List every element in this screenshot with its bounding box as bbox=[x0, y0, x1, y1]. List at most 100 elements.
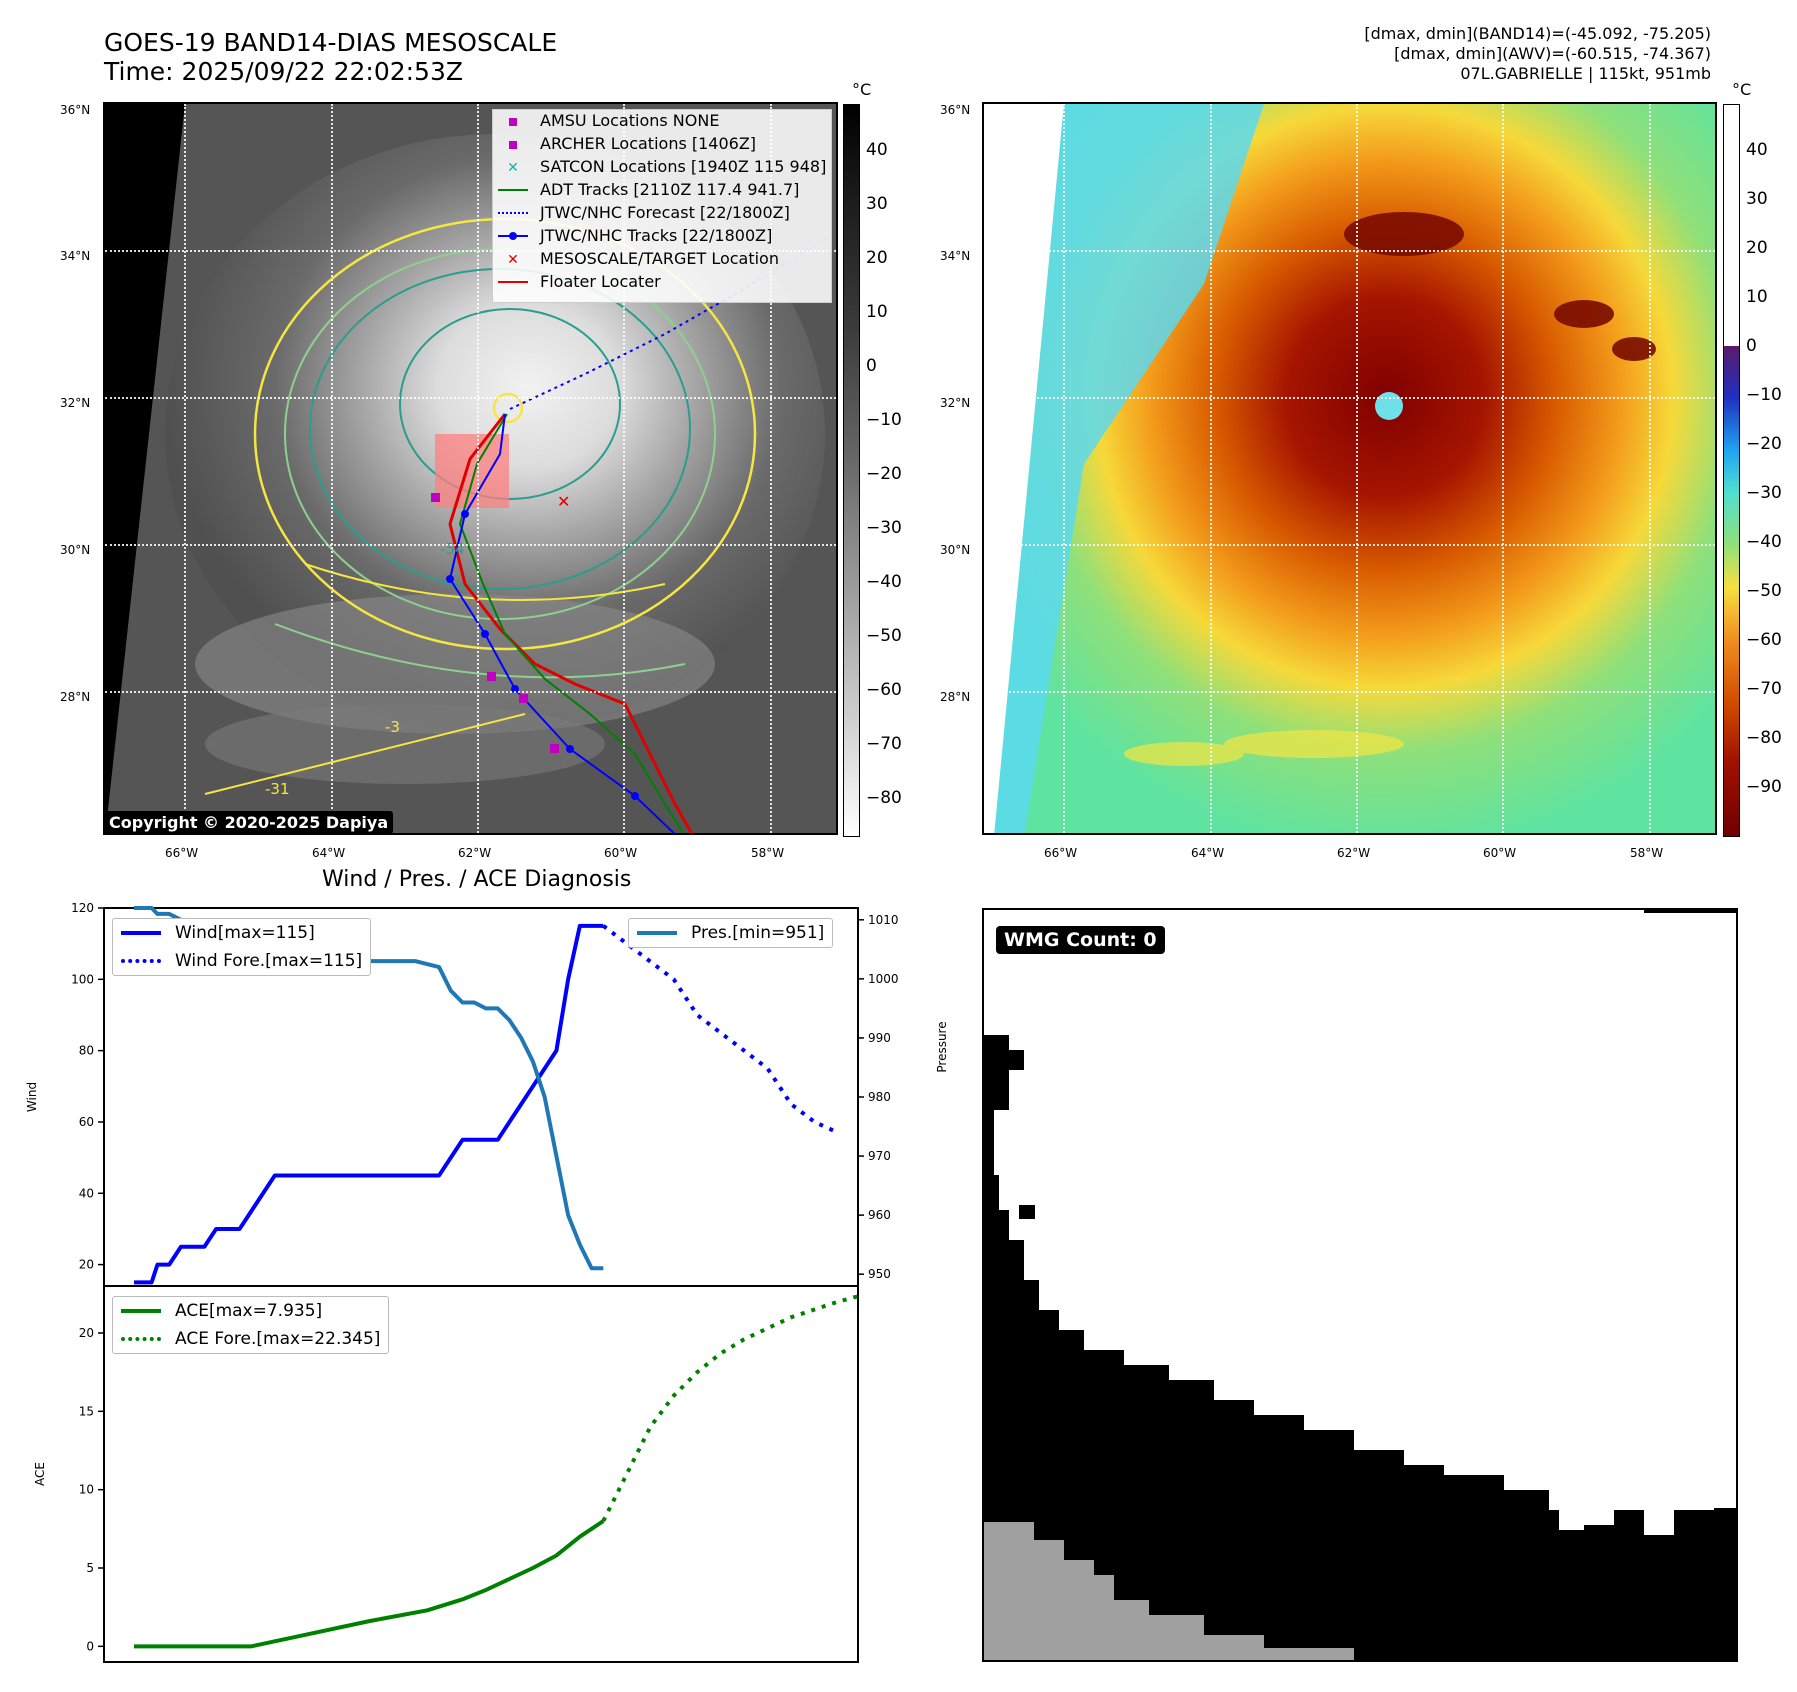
colorbar-tick: 30 bbox=[1746, 189, 1768, 209]
pres-tick-label: 970 bbox=[868, 1149, 891, 1163]
map-legend-label: ARCHER Locations [1406Z] bbox=[540, 133, 757, 153]
map-legend-item: Floater Locater bbox=[498, 271, 661, 291]
wind-axis-label: Wind bbox=[25, 1082, 39, 1112]
colorbar-tick: 20 bbox=[866, 248, 888, 268]
wind-legend: Wind[max=115] Wind Fore.[max=115] bbox=[112, 918, 372, 976]
contour-label: -31 bbox=[265, 780, 290, 798]
legend-pres: Pres.[min=951] bbox=[691, 923, 825, 943]
lat-label: 30°N bbox=[60, 543, 91, 557]
lon-label: 60°W bbox=[1483, 846, 1517, 860]
colorbar-tick: 20 bbox=[1746, 238, 1768, 258]
ace-tick-label: 0 bbox=[86, 1639, 94, 1653]
legend-ace-fore: ACE Fore.[max=22.345] bbox=[175, 1329, 381, 1349]
ir-colorbar bbox=[843, 104, 860, 837]
legend-wind: Wind[max=115] bbox=[175, 923, 315, 943]
svg-text:✕: ✕ bbox=[557, 492, 570, 511]
lon-label: 58°W bbox=[751, 846, 785, 860]
diagnosis-chart[interactable]: 1201008060402010101000990980970960950201… bbox=[0, 880, 960, 1680]
lat-label: 36°N bbox=[940, 103, 971, 117]
pres-tick-label: 950 bbox=[868, 1267, 891, 1281]
lat-label: 30°N bbox=[940, 543, 971, 557]
map-legend-label: SATCON Locations [1940Z 115 948] bbox=[540, 156, 827, 176]
colorbar-tick: −50 bbox=[1746, 581, 1782, 601]
awv-colorbar bbox=[1723, 104, 1740, 837]
ace-legend: ACE[max=7.935] ACE Fore.[max=22.345] bbox=[112, 1296, 390, 1354]
x-legend-icon: ✕ bbox=[507, 159, 519, 176]
ace-axis-label: ACE bbox=[33, 1462, 47, 1486]
wmg-mask bbox=[984, 910, 1736, 1660]
colorbar-tick: 0 bbox=[1746, 336, 1757, 356]
map-legend-label: ADT Tracks [2110Z 117.4 941.7] bbox=[540, 179, 800, 199]
ace-tick-label: 15 bbox=[79, 1404, 94, 1418]
wmg-panel[interactable]: WMG Count: 0 bbox=[982, 908, 1738, 1662]
band14-range: [dmax, dmin](BAND14)=(-45.092, -75.205) bbox=[1364, 24, 1711, 43]
map-legend-item: ✕ SATCON Locations [1940Z 115 948] bbox=[498, 156, 826, 176]
map-legend-item: JTWC/NHC Forecast [22/1800Z] bbox=[498, 202, 790, 222]
pres-tick-label: 1000 bbox=[868, 972, 899, 986]
colorbar-tick: −40 bbox=[866, 572, 902, 592]
ir-colorbar-unit: °C bbox=[852, 80, 872, 99]
pres-tick-label: 980 bbox=[868, 1090, 891, 1104]
ace-forecast-line bbox=[601, 1293, 862, 1522]
map-time: Time: 2025/09/22 22:02:53Z bbox=[104, 57, 463, 86]
wind-tick-label: 120 bbox=[71, 901, 94, 915]
colorbar-tick: 10 bbox=[1746, 287, 1768, 307]
lon-label: 62°W bbox=[1337, 846, 1371, 860]
map-legend-label: AMSU Locations NONE bbox=[540, 110, 720, 130]
wind-tick-label: 40 bbox=[79, 1186, 94, 1200]
diagnosis-title: Wind / Pres. / ACE Diagnosis bbox=[322, 867, 632, 892]
square-legend-icon bbox=[498, 134, 528, 153]
ir-map[interactable]: ✕ -54 -3 -31 bbox=[103, 102, 838, 835]
lon-label: 66°W bbox=[1044, 846, 1078, 860]
wmg-count-badge: WMG Count: 0 bbox=[996, 926, 1165, 954]
wind-tick-label: 80 bbox=[79, 1044, 94, 1058]
wind-tick-label: 20 bbox=[79, 1258, 94, 1272]
colorbar-tick: 40 bbox=[866, 140, 888, 160]
copyright-badge: Copyright © 2020-2025 Dapiya bbox=[104, 811, 394, 834]
ace-line bbox=[134, 1519, 605, 1649]
wind-tick-label: 60 bbox=[79, 1115, 94, 1129]
pres-tick-label: 990 bbox=[868, 1031, 891, 1045]
wind-tick-label: 100 bbox=[71, 972, 94, 986]
colorbar-tick: −30 bbox=[866, 518, 902, 538]
dotted-legend-icon bbox=[498, 203, 528, 222]
colorbar-tick: 40 bbox=[1746, 140, 1768, 160]
colorbar-tick: 30 bbox=[866, 194, 888, 214]
line-legend-icon bbox=[498, 272, 528, 291]
ace-tick-label: 5 bbox=[86, 1561, 94, 1575]
map-legend-item: JTWC/NHC Tracks [22/1800Z] bbox=[498, 225, 772, 245]
ace-tick-label: 20 bbox=[79, 1326, 94, 1340]
pressure-legend: Pres.[min=951] bbox=[628, 918, 834, 948]
ir-imagery: ✕ -54 -3 -31 bbox=[105, 104, 836, 833]
line-legend-icon bbox=[498, 180, 528, 199]
map-legend-rows: AMSU Locations NONE ARCHER Locations [140… bbox=[490, 108, 826, 300]
awv-range: [dmax, dmin](AWV)=(-60.515, -74.367) bbox=[1394, 44, 1711, 63]
lat-label: 34°N bbox=[60, 249, 91, 263]
pressure-axis-label: Pressure bbox=[935, 1021, 949, 1072]
colorbar-tick: −80 bbox=[866, 788, 902, 808]
colorbar-tick: −60 bbox=[1746, 630, 1782, 650]
lat-label: 32°N bbox=[940, 396, 971, 410]
x-legend-icon: ✕ bbox=[507, 251, 519, 268]
legend-ace: ACE[max=7.935] bbox=[175, 1301, 323, 1321]
colorbar-tick: −90 bbox=[1746, 777, 1782, 797]
colorbar-tick: −10 bbox=[866, 410, 902, 430]
storm-info: 07L.GABRIELLE | 115kt, 951mb bbox=[1460, 64, 1711, 83]
colorbar-tick: −20 bbox=[1746, 434, 1782, 454]
legend-wind-fore: Wind Fore.[max=115] bbox=[175, 951, 363, 971]
lon-label: 58°W bbox=[1630, 846, 1664, 860]
map-legend-item: AMSU Locations NONE bbox=[498, 110, 719, 130]
map-legend-item: ARCHER Locations [1406Z] bbox=[498, 133, 756, 153]
colorbar-tick: −80 bbox=[1746, 728, 1782, 748]
colorbar-tick: −50 bbox=[866, 626, 902, 646]
awv-colorbar-unit: °C bbox=[1732, 80, 1752, 99]
lon-label: 64°W bbox=[1191, 846, 1225, 860]
awv-map[interactable] bbox=[982, 102, 1717, 835]
lon-label: 60°W bbox=[604, 846, 638, 860]
lat-label: 36°N bbox=[60, 103, 91, 117]
colorbar-tick: −70 bbox=[1746, 679, 1782, 699]
contour-label: -54 bbox=[440, 540, 465, 558]
square-legend-icon bbox=[498, 111, 528, 130]
lat-label: 32°N bbox=[60, 396, 91, 410]
contour-label: -3 bbox=[385, 718, 400, 736]
